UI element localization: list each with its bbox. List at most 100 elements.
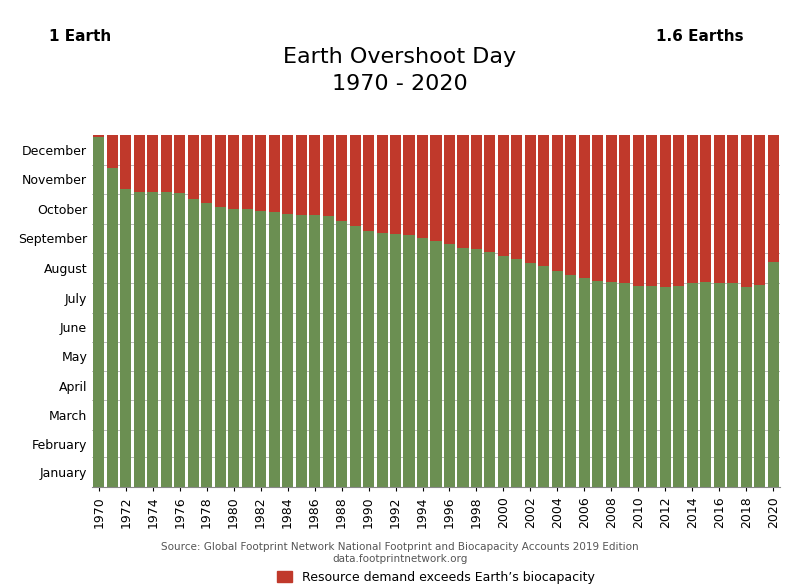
- Bar: [322, 135, 334, 216]
- Bar: [201, 203, 212, 487]
- Bar: [444, 135, 455, 244]
- Bar: [444, 244, 455, 487]
- Bar: [660, 135, 671, 286]
- Bar: [174, 193, 186, 487]
- Bar: [309, 215, 320, 487]
- Bar: [147, 135, 158, 192]
- Bar: [471, 249, 482, 487]
- Bar: [646, 285, 658, 487]
- Bar: [94, 137, 104, 487]
- Bar: [214, 207, 226, 487]
- Bar: [120, 189, 131, 487]
- Bar: [94, 135, 104, 137]
- Bar: [686, 283, 698, 487]
- Bar: [538, 135, 550, 266]
- Bar: [403, 235, 414, 487]
- Bar: [214, 135, 226, 207]
- Bar: [390, 135, 401, 234]
- Bar: [727, 283, 738, 487]
- Bar: [525, 135, 536, 264]
- Bar: [686, 135, 698, 283]
- Bar: [242, 210, 253, 487]
- Bar: [674, 135, 684, 285]
- Text: Source: Global Footprint Network National Footprint and Biocapacity Accounts 201: Source: Global Footprint Network Nationa…: [161, 542, 639, 564]
- Bar: [282, 214, 293, 487]
- Bar: [134, 192, 145, 487]
- Bar: [592, 281, 603, 487]
- Bar: [741, 135, 752, 286]
- Bar: [471, 135, 482, 249]
- Bar: [322, 216, 334, 487]
- Bar: [619, 135, 630, 283]
- Bar: [566, 135, 577, 275]
- Bar: [430, 135, 442, 241]
- Bar: [660, 286, 671, 487]
- Bar: [161, 135, 172, 192]
- Bar: [350, 226, 361, 487]
- Bar: [430, 241, 442, 487]
- Bar: [633, 135, 644, 285]
- Bar: [295, 135, 306, 215]
- Bar: [579, 278, 590, 487]
- Bar: [350, 135, 361, 226]
- Bar: [754, 285, 766, 487]
- Bar: [592, 135, 603, 281]
- Text: Earth Overshoot Day
1970 - 2020: Earth Overshoot Day 1970 - 2020: [283, 47, 517, 94]
- Bar: [727, 135, 738, 283]
- Bar: [309, 135, 320, 215]
- Bar: [606, 282, 617, 487]
- Bar: [525, 264, 536, 487]
- Bar: [552, 271, 563, 487]
- Bar: [147, 192, 158, 487]
- Bar: [269, 212, 280, 487]
- Bar: [552, 135, 563, 271]
- Bar: [228, 135, 239, 210]
- Bar: [619, 283, 630, 487]
- Bar: [336, 135, 347, 221]
- Bar: [377, 135, 387, 234]
- Bar: [390, 234, 401, 487]
- Bar: [714, 283, 725, 487]
- Bar: [403, 135, 414, 235]
- Bar: [458, 135, 469, 248]
- Bar: [106, 168, 118, 487]
- Bar: [363, 135, 374, 231]
- Bar: [201, 135, 212, 203]
- Bar: [336, 221, 347, 487]
- Bar: [295, 215, 306, 487]
- Bar: [485, 135, 495, 252]
- Bar: [498, 255, 509, 487]
- Legend: Resource demand exceeds Earth’s biocapacity, Resource demand within Earth’s bioc: Resource demand exceeds Earth’s biocapac…: [277, 571, 595, 587]
- Bar: [606, 135, 617, 282]
- Bar: [674, 285, 684, 487]
- Bar: [741, 286, 752, 487]
- Bar: [633, 285, 644, 487]
- Bar: [579, 135, 590, 278]
- Bar: [485, 252, 495, 487]
- Bar: [511, 135, 522, 259]
- Bar: [120, 135, 131, 189]
- Bar: [714, 135, 725, 283]
- Bar: [242, 135, 253, 210]
- Bar: [768, 135, 778, 262]
- Bar: [269, 135, 280, 212]
- Bar: [188, 135, 198, 198]
- Bar: [538, 266, 550, 487]
- Bar: [417, 238, 428, 487]
- Bar: [255, 135, 266, 211]
- Bar: [255, 211, 266, 487]
- Bar: [646, 135, 658, 285]
- Bar: [566, 275, 577, 487]
- Bar: [282, 135, 293, 214]
- Bar: [174, 135, 186, 193]
- Bar: [377, 234, 387, 487]
- Bar: [700, 282, 711, 487]
- Bar: [458, 248, 469, 487]
- Bar: [754, 135, 766, 285]
- Text: 1.6 Earths: 1.6 Earths: [656, 29, 744, 44]
- Bar: [511, 259, 522, 487]
- Text: 1 Earth: 1 Earth: [49, 29, 111, 44]
- Bar: [363, 231, 374, 487]
- Bar: [161, 192, 172, 487]
- Bar: [134, 135, 145, 192]
